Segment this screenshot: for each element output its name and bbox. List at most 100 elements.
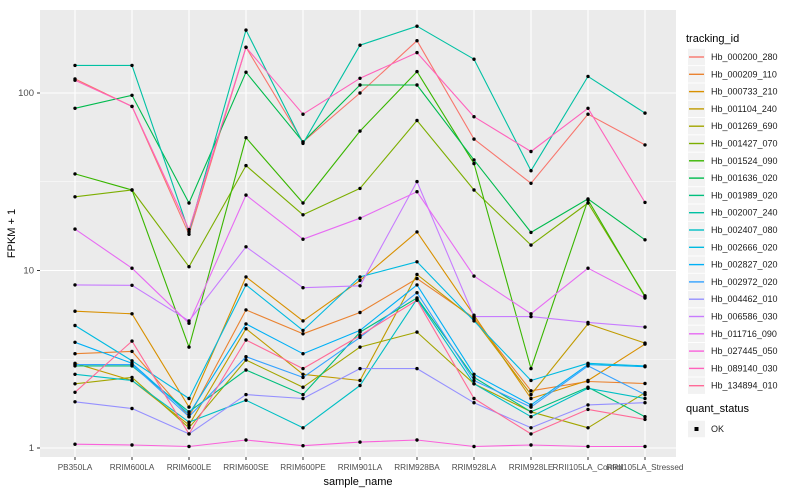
data-point (130, 406, 134, 411)
data-point (187, 405, 191, 409)
data-point (358, 366, 362, 371)
data-point (643, 444, 647, 449)
x-tick-label: PB350LA (58, 463, 93, 472)
data-point (643, 200, 647, 205)
data-point (187, 412, 191, 416)
data-point (643, 365, 647, 369)
data-point (586, 106, 590, 111)
data-point (130, 93, 134, 98)
data-point (358, 129, 362, 133)
data-point (529, 405, 533, 409)
data-point (529, 410, 533, 414)
data-point (73, 195, 77, 199)
y-tick-label: 1 (29, 443, 34, 454)
x-tick-label: RRIM600LA (110, 463, 155, 472)
data-point (244, 45, 248, 49)
data-point (73, 63, 77, 68)
data-point (301, 201, 305, 205)
data-point (529, 392, 533, 397)
data-point (301, 352, 305, 356)
data-point (415, 272, 419, 277)
legend-key-point (694, 427, 699, 431)
data-point (472, 396, 476, 401)
data-point (244, 283, 248, 287)
data-point (472, 274, 476, 278)
data-point (130, 362, 134, 367)
data-point (415, 260, 419, 264)
data-point (187, 321, 191, 325)
data-point (529, 149, 533, 154)
data-points (73, 24, 647, 449)
data-point (73, 106, 77, 111)
x-tick-label: RRII105LA_Control (553, 463, 624, 472)
data-point (643, 381, 647, 386)
legend-title-tracking-id: tracking_id (686, 33, 739, 45)
data-point (358, 278, 362, 283)
legend-item-Hb_001269_690: Hb_001269_690 (688, 118, 778, 135)
legend-item-Hb_134894_010: Hb_134894_010 (688, 377, 778, 394)
data-point (415, 179, 419, 184)
data-point (244, 392, 248, 397)
data-point (130, 266, 134, 270)
data-point (643, 415, 647, 419)
data-point (415, 24, 419, 28)
legend-item-label: Hb_027445_050 (711, 346, 778, 356)
legend-item-label: Hb_001427_070 (711, 139, 778, 149)
x-axis-title: sample_name (323, 476, 392, 488)
data-point (586, 320, 590, 325)
data-point (643, 111, 647, 115)
legend-item-Hb_006586_030: Hb_006586_030 (688, 308, 778, 325)
data-point (301, 372, 305, 376)
data-point (244, 245, 248, 249)
data-point (244, 308, 248, 312)
data-point (244, 398, 248, 402)
data-point (472, 382, 476, 386)
data-point (586, 378, 590, 383)
data-point (244, 322, 248, 326)
data-point (244, 355, 248, 359)
data-point (358, 383, 362, 388)
data-point (73, 372, 77, 376)
data-point (301, 328, 305, 333)
data-point (130, 378, 134, 383)
data-point (244, 338, 248, 342)
data-point (586, 266, 590, 270)
data-point (415, 291, 419, 295)
data-point (586, 426, 590, 430)
data-point (529, 426, 533, 430)
data-point (415, 69, 419, 74)
data-point (643, 143, 647, 147)
data-point (73, 172, 77, 176)
legend-item-Hb_000200_280: Hb_000200_280 (688, 48, 778, 66)
data-point (130, 283, 134, 287)
legend-item-Hb_089140_030: Hb_089140_030 (688, 360, 778, 377)
data-point (358, 284, 362, 288)
data-point (415, 366, 419, 371)
data-point (130, 359, 134, 363)
data-point (244, 368, 248, 372)
data-point (529, 415, 533, 419)
legend-item-label: Hb_089140_030 (711, 363, 778, 373)
data-point (301, 213, 305, 217)
data-point (358, 43, 362, 47)
data-point (358, 83, 362, 87)
data-point (130, 63, 134, 68)
data-point (130, 349, 134, 354)
legend-item-Hb_002972_020: Hb_002972_020 (688, 273, 778, 291)
data-point (586, 386, 590, 390)
data-point (301, 366, 305, 371)
data-point (301, 385, 305, 389)
data-point (244, 163, 248, 168)
data-point (472, 378, 476, 383)
data-point (415, 276, 419, 281)
legend-item-Hb_001427_070: Hb_001427_070 (688, 135, 778, 152)
data-point (643, 396, 647, 401)
data-point (130, 104, 134, 109)
data-point (73, 227, 77, 231)
legend-item-Hb_002666_020: Hb_002666_020 (688, 239, 778, 256)
legend-title-quant-status: quant_status (686, 403, 749, 415)
legend-item-label: Hb_000733_210 (711, 87, 778, 97)
data-point (643, 341, 647, 345)
x-tick-label: RRIM600SE (223, 463, 269, 472)
data-point (130, 188, 134, 192)
